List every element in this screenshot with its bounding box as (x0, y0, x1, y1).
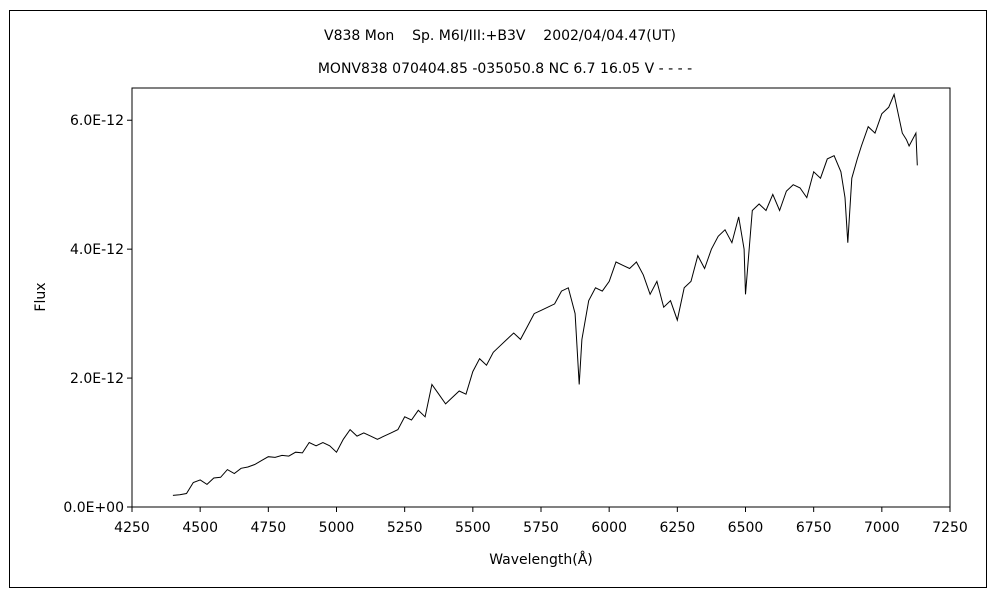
y-axis-label: Flux (33, 282, 49, 311)
x-tick-label: 6750 (796, 520, 832, 536)
chart-frame (9, 10, 987, 588)
y-tick-label: 6.0E-12 (70, 113, 124, 129)
y-tick-label: 0.0E+00 (63, 500, 124, 516)
x-tick-label: 7000 (864, 520, 900, 536)
x-tick-label: 5500 (455, 520, 491, 536)
chart-title: V838 Mon Sp. M6I/III:+B3V 2002/04/04.47(… (324, 28, 676, 44)
chart-subtitle: MONV838 070404.85 -035050.8 NC 6.7 16.05… (318, 61, 692, 77)
x-axis-label: Wavelength(Å) (489, 551, 593, 568)
x-tick-label: 4500 (182, 520, 218, 536)
x-tick-label: 5250 (387, 520, 423, 536)
spectrum-line (172, 92, 918, 496)
x-tick-label: 5000 (319, 520, 355, 536)
x-tick-label: 5750 (523, 520, 559, 536)
x-tick-label: 6000 (591, 520, 627, 536)
x-tick-label: 6500 (728, 520, 764, 536)
y-tick-label: 2.0E-12 (70, 371, 124, 387)
x-tick-label: 4750 (251, 520, 287, 536)
x-tick-label: 7250 (932, 520, 968, 536)
plot-area (131, 87, 951, 508)
x-tick-label: 4250 (114, 520, 150, 536)
x-tick-label: 6250 (660, 520, 696, 536)
y-tick-label: 4.0E-12 (70, 242, 124, 258)
